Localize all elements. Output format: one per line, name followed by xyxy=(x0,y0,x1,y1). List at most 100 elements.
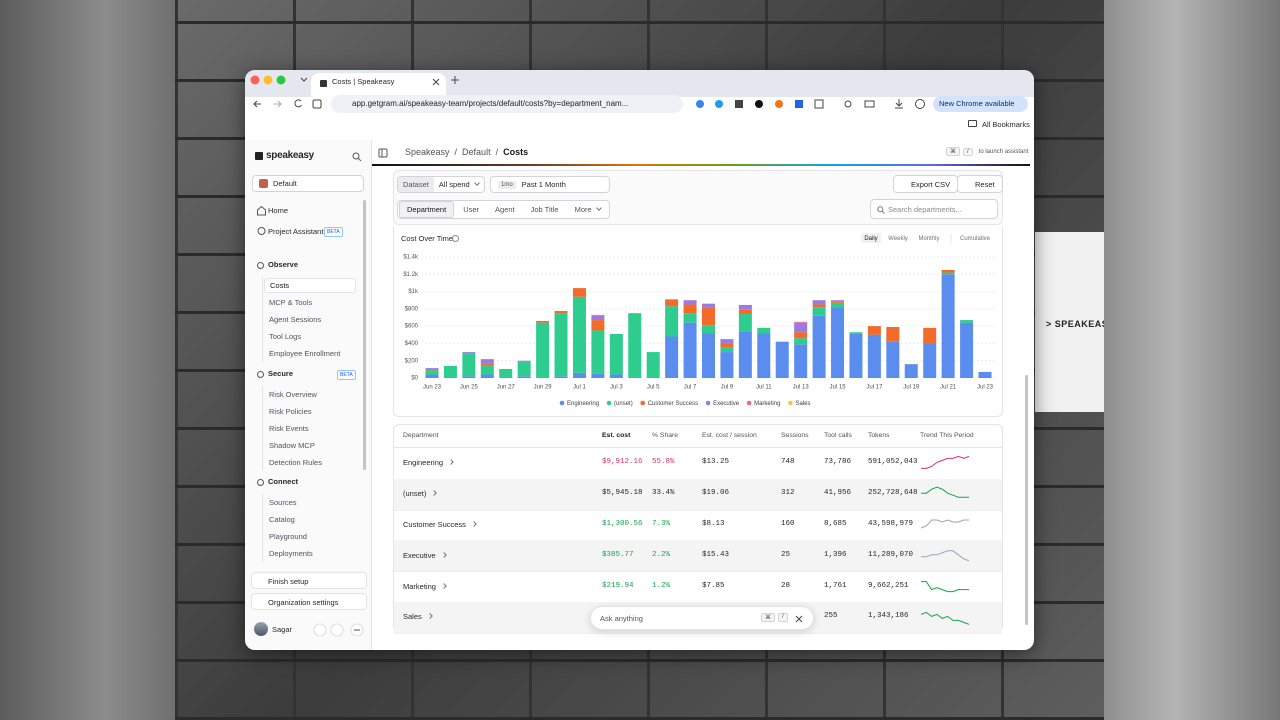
nav-item[interactable]: Detection Rules xyxy=(269,457,322,467)
logo: speakeasy xyxy=(266,150,314,161)
search-input[interactable]: Search departments... xyxy=(870,199,998,219)
reset-button[interactable]: Reset xyxy=(957,175,1003,193)
row-shade xyxy=(394,478,1002,510)
toggle-sidebar[interactable] xyxy=(378,148,388,158)
sidebar-search[interactable] xyxy=(352,152,362,162)
dataset-value: All spend xyxy=(434,180,484,189)
ext[interactable] xyxy=(814,99,824,109)
reload[interactable] xyxy=(294,99,302,108)
column-header[interactable]: Est. cost xyxy=(602,432,631,439)
nav-item[interactable]: Catalog xyxy=(269,515,295,524)
bookmarks[interactable]: All Bookmarks xyxy=(982,120,1030,129)
back[interactable] xyxy=(253,100,261,108)
bg-card-text: > SPEAKEAS xyxy=(1046,319,1104,329)
table-cell: $15.43 xyxy=(702,550,730,559)
update-button[interactable]: New Chrome available xyxy=(933,96,1029,112)
nav-guide xyxy=(262,385,263,471)
range-value: Past 1 Month xyxy=(521,180,566,189)
tab-menu[interactable] xyxy=(300,77,308,82)
nav-item[interactable]: Playground xyxy=(269,532,307,541)
side-panel[interactable] xyxy=(312,99,322,109)
project-selector[interactable]: Default xyxy=(252,175,364,192)
column-header[interactable]: Tokens xyxy=(868,432,890,439)
org-settings-label: Organization settings xyxy=(268,598,339,607)
zoom-dot[interactable] xyxy=(276,75,286,85)
profile[interactable] xyxy=(915,99,925,109)
nav-item[interactable]: Agent Sessions xyxy=(269,315,322,324)
password[interactable] xyxy=(844,100,852,108)
column-header[interactable]: % Share xyxy=(652,432,679,439)
url-bar[interactable]: app.getgram.ai/speakeasy-team/projects/d… xyxy=(331,95,683,113)
dataset-select[interactable]: Dataset All spend xyxy=(397,176,485,193)
column-header[interactable]: Sessions xyxy=(781,432,809,439)
close-dot[interactable] xyxy=(250,75,260,85)
bookmarks-folder[interactable] xyxy=(968,120,977,127)
nav-item[interactable]: Project Assistant xyxy=(268,227,324,236)
info-icon[interactable] xyxy=(452,235,459,242)
shortcut: ⌘ / to launch assistant xyxy=(946,147,1028,156)
column-header[interactable]: Trend This Period xyxy=(920,432,974,439)
department-name[interactable]: Marketing xyxy=(403,582,446,591)
export-button[interactable]: Export CSV xyxy=(893,175,959,193)
nav-item[interactable]: Risk Overview xyxy=(269,389,317,399)
filter-tab[interactable]: More xyxy=(568,202,608,217)
crumb-current: Costs xyxy=(503,147,529,157)
filter-tab[interactable]: User xyxy=(463,205,480,214)
ext[interactable] xyxy=(775,100,783,108)
ext[interactable] xyxy=(696,100,704,108)
payments[interactable] xyxy=(864,100,875,108)
nav-item[interactable]: Sources xyxy=(269,498,297,507)
nav-item[interactable]: Employee Enrollment xyxy=(269,349,341,358)
table-cell: 1,396 xyxy=(824,550,847,559)
ext[interactable] xyxy=(795,100,803,108)
crumb[interactable]: Default xyxy=(462,147,491,157)
table-cell: $9,912.16 xyxy=(602,458,643,467)
avatar[interactable] xyxy=(254,622,268,636)
minimize-dot[interactable] xyxy=(263,75,273,85)
ext[interactable] xyxy=(755,100,763,108)
nav-item[interactable]: Shadow MCP xyxy=(269,440,315,450)
table-cell: $8.13 xyxy=(702,520,725,528)
theme-light[interactable] xyxy=(313,623,327,637)
assistant-close[interactable] xyxy=(795,615,803,623)
window-controls xyxy=(250,75,308,85)
forward[interactable] xyxy=(274,100,282,108)
ext[interactable] xyxy=(715,100,723,108)
department-name[interactable]: Executive xyxy=(403,551,446,560)
nav-item[interactable]: Risk Events xyxy=(269,423,309,433)
column-header[interactable]: Tool calls xyxy=(824,432,852,439)
filter-tab[interactable]: Department xyxy=(399,201,455,218)
nav-item[interactable]: Deployments xyxy=(269,549,313,558)
department-name[interactable]: Customer Success xyxy=(403,520,476,529)
range-select[interactable]: 1mo Past 1 Month xyxy=(490,176,610,193)
column-header[interactable]: Department xyxy=(403,432,439,439)
nav-item[interactable]: MCP & Tools xyxy=(269,298,313,307)
row-divider xyxy=(394,632,1002,634)
new-tab[interactable] xyxy=(450,75,460,85)
department-name[interactable]: (unset) xyxy=(403,489,436,498)
ext[interactable] xyxy=(735,100,743,108)
column-header[interactable]: Est. cost / session xyxy=(702,432,757,439)
department-name[interactable]: Sales xyxy=(403,612,432,621)
theme-dark[interactable] xyxy=(330,623,344,637)
filter-tab[interactable]: Job Title xyxy=(530,205,559,214)
crumb[interactable]: Speakeasy xyxy=(405,147,450,157)
row-shade xyxy=(394,540,1002,572)
department-name[interactable]: Engineering xyxy=(403,458,453,467)
assistant-keys: ⌘ / xyxy=(761,613,788,622)
table-cell: 25 xyxy=(781,550,791,559)
finish-setup[interactable]: Finish setup xyxy=(251,572,367,589)
nav-item[interactable]: Risk Policies xyxy=(269,406,312,416)
nav-item[interactable]: Costs xyxy=(264,278,356,293)
table-cell: 28 xyxy=(781,581,791,590)
assistant-bar[interactable]: Ask anything ⌘ / xyxy=(590,606,814,630)
filter-tab[interactable]: Agent xyxy=(495,205,515,214)
nav-item[interactable]: Home xyxy=(268,206,289,215)
nav-item[interactable]: Tool Logs xyxy=(269,332,302,341)
org-settings[interactable]: Organization settings xyxy=(251,593,367,610)
downloads[interactable] xyxy=(895,99,903,109)
tab-close[interactable] xyxy=(432,78,440,86)
tab[interactable]: Costs | Speakeasy xyxy=(311,73,446,97)
bg-left xyxy=(0,0,175,720)
